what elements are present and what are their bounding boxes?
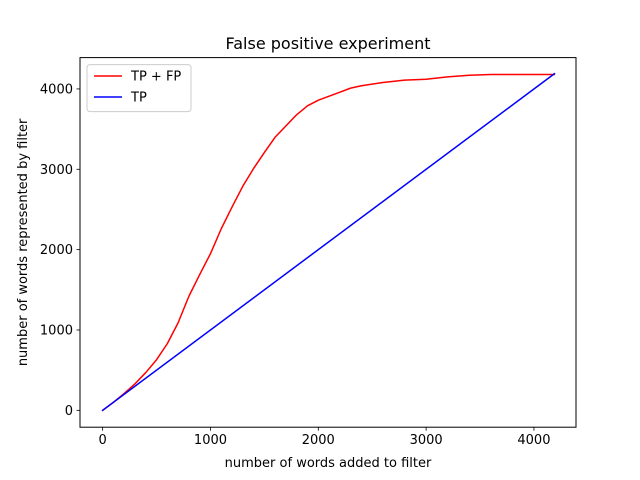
y-tick-label: 3000 bbox=[40, 163, 73, 178]
x-tick-label: 1000 bbox=[194, 433, 227, 448]
legend-label-tp: TP bbox=[130, 91, 147, 106]
y-axis-ticks: 0 1000 2000 3000 4000 bbox=[40, 82, 80, 419]
x-tick-label: 3000 bbox=[410, 433, 443, 448]
series-lines bbox=[101, 72, 556, 412]
x-axis-ticks: 0 1000 2000 3000 4000 bbox=[99, 427, 550, 448]
y-tick-label: 1000 bbox=[40, 323, 73, 338]
chart-title: False positive experiment bbox=[226, 34, 431, 53]
legend: TP + FP TP bbox=[86, 64, 192, 113]
x-tick-label: 0 bbox=[99, 433, 107, 448]
series-line-tp-fp bbox=[101, 73, 556, 412]
x-tick-label: 2000 bbox=[302, 433, 335, 448]
legend-label-tp-fp: TP + FP bbox=[130, 70, 181, 85]
y-tick-label: 4000 bbox=[40, 82, 73, 97]
x-axis-label: number of words added to filter bbox=[225, 456, 432, 471]
y-tick-label: 0 bbox=[65, 404, 73, 419]
series-line-tp bbox=[101, 72, 556, 412]
y-tick-label: 2000 bbox=[40, 243, 73, 258]
x-tick-label: 4000 bbox=[517, 433, 550, 448]
plot-frame bbox=[79, 57, 577, 428]
y-axis-label: number of words represented by filter bbox=[16, 118, 31, 366]
